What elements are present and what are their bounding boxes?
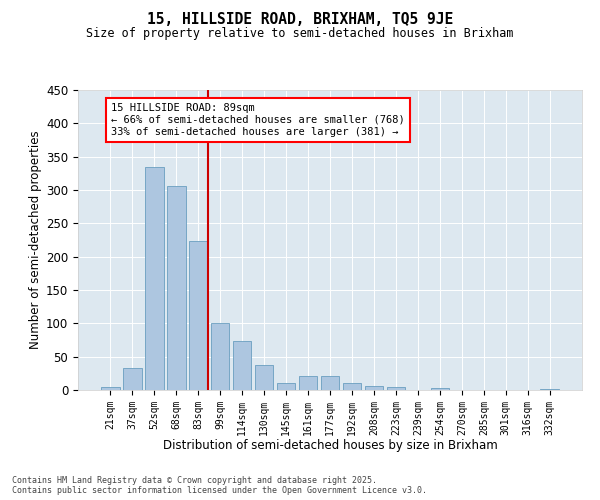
Text: Size of property relative to semi-detached houses in Brixham: Size of property relative to semi-detach…	[86, 28, 514, 40]
Bar	[145, 166, 164, 390]
Bar	[386, 386, 405, 390]
Bar	[365, 386, 383, 390]
Text: Contains HM Land Registry data © Crown copyright and database right 2025.
Contai: Contains HM Land Registry data © Crown c…	[12, 476, 427, 495]
Y-axis label: Number of semi-detached properties: Number of semi-detached properties	[29, 130, 42, 350]
Bar	[123, 368, 142, 390]
Bar	[320, 376, 340, 390]
Bar	[431, 388, 449, 390]
Bar	[233, 340, 251, 390]
Text: 15 HILLSIDE ROAD: 89sqm
← 66% of semi-detached houses are smaller (768)
33% of s: 15 HILLSIDE ROAD: 89sqm ← 66% of semi-de…	[112, 104, 405, 136]
Bar	[189, 240, 208, 390]
Bar	[255, 366, 274, 390]
X-axis label: Distribution of semi-detached houses by size in Brixham: Distribution of semi-detached houses by …	[163, 439, 497, 452]
Bar	[101, 388, 119, 390]
Bar	[299, 376, 317, 390]
Bar	[167, 186, 185, 390]
Bar	[343, 384, 361, 390]
Text: 15, HILLSIDE ROAD, BRIXHAM, TQ5 9JE: 15, HILLSIDE ROAD, BRIXHAM, TQ5 9JE	[147, 12, 453, 28]
Bar	[211, 322, 229, 390]
Bar	[277, 382, 295, 390]
